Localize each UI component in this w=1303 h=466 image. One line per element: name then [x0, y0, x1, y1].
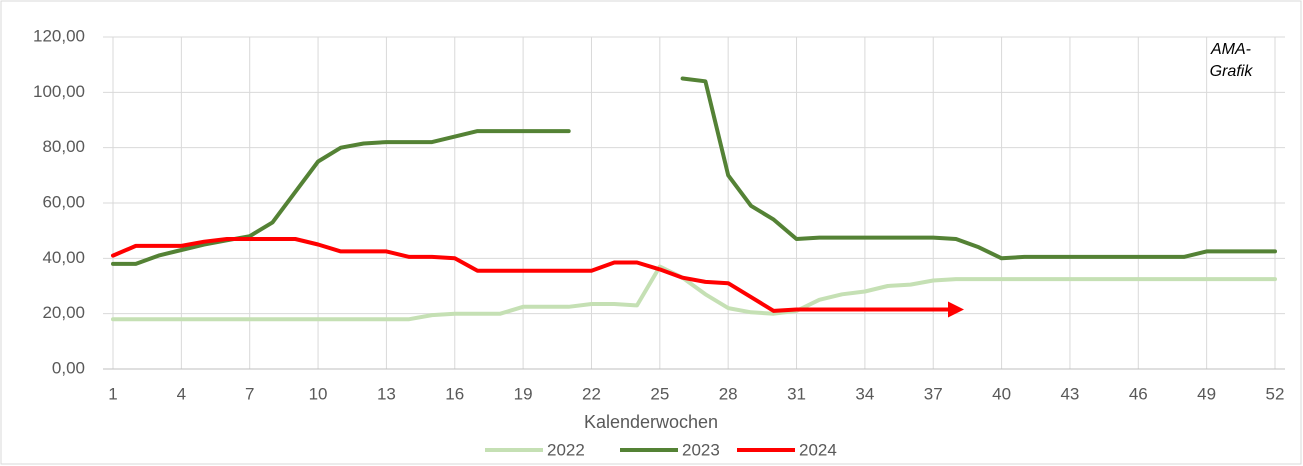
x-tick-label: 49	[1197, 384, 1216, 403]
x-tick-label: 28	[719, 384, 738, 403]
series-line	[111, 264, 1277, 322]
y-tick-label: 100,00	[33, 82, 85, 101]
x-tick-label: 13	[377, 384, 396, 403]
x-tick-label: 22	[582, 384, 601, 403]
x-tick-label: 7	[245, 384, 254, 403]
legend-label: 2023	[682, 440, 720, 459]
x-tick-label: 4	[177, 384, 186, 403]
y-tick-label: 20,00	[42, 303, 85, 322]
x-tick-label: 16	[445, 384, 464, 403]
legend-label: 2024	[799, 440, 837, 459]
x-axis-label: Kalenderwochen	[584, 412, 718, 432]
x-tick-label: 37	[924, 384, 943, 403]
series-line	[111, 76, 1277, 266]
x-tick-label: 43	[1060, 384, 1079, 403]
y-tick-label: 80,00	[42, 137, 85, 156]
x-tick-label: 34	[855, 384, 874, 403]
x-tick-label: 40	[992, 384, 1011, 403]
x-tick-label: 46	[1129, 384, 1148, 403]
legend-label: 2022	[547, 440, 585, 459]
annotation: AMA-	[1210, 41, 1251, 58]
y-tick-label: 120,00	[33, 26, 85, 45]
x-tick-label: 10	[309, 384, 328, 403]
y-tick-label: 40,00	[42, 248, 85, 267]
y-tick-label: 60,00	[42, 192, 85, 211]
series-line	[111, 237, 964, 318]
y-tick-label: 0,00	[52, 358, 85, 377]
x-tick-label: 1	[108, 384, 117, 403]
x-tick-label: 19	[514, 384, 533, 403]
x-tick-label: 31	[787, 384, 806, 403]
x-tick-label: 25	[650, 384, 669, 403]
annotation: Grafik	[1210, 63, 1254, 80]
x-tick-label: 52	[1266, 384, 1285, 403]
